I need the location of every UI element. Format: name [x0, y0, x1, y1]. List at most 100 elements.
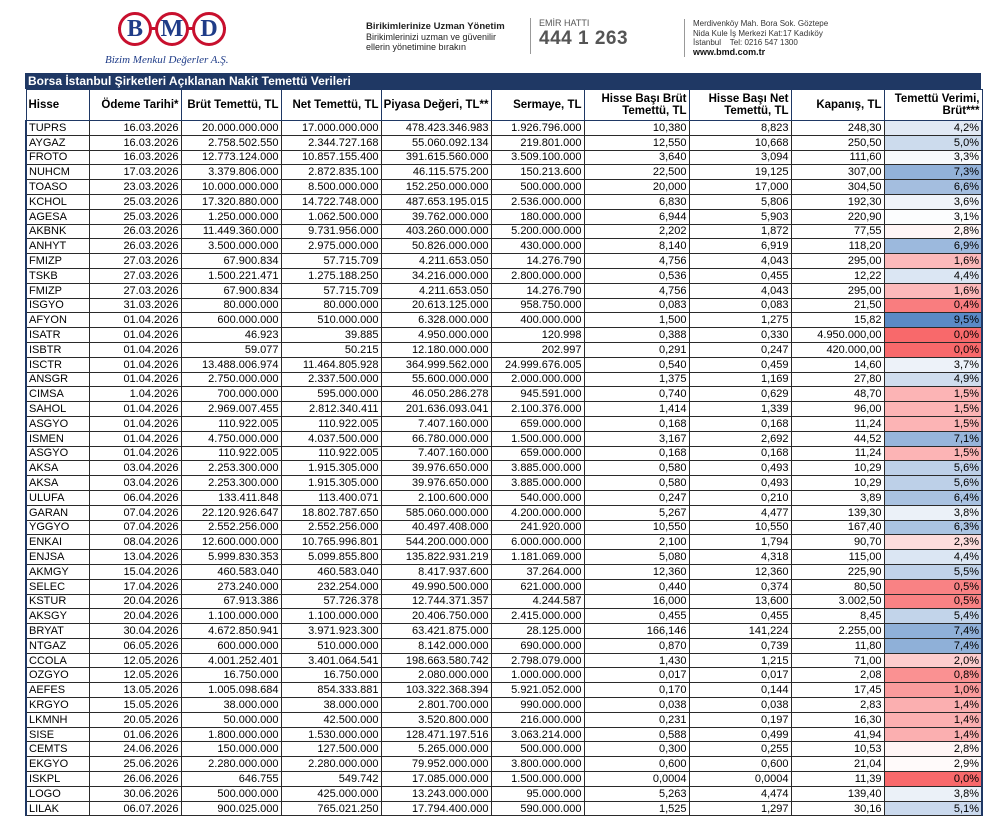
data-cell: 7,1% — [883, 430, 983, 447]
data-cell: 118,20 — [790, 238, 885, 255]
data-cell: 37.264.000 — [490, 563, 585, 580]
table-row: TOASO 23.03.2026 10.000.000.000 8.500.000.0… — [25, 179, 983, 195]
table-row: SELEC 17.04.2026 273.240.000 232.254.000 49.… — [25, 578, 983, 595]
data-cell: 4,756 — [583, 253, 690, 269]
data-cell: 6.000.000.000 — [490, 534, 585, 551]
data-cell: 141,224 — [688, 623, 792, 639]
data-cell: 2.344.727.168 — [280, 134, 382, 151]
table-row: ANHYT 26.03.2026 3.500.000.000 2.975.000.00… — [25, 238, 983, 255]
data-cell: 5.200.000.000 — [490, 223, 585, 240]
data-cell: 2,100 — [583, 534, 690, 551]
data-cell: 8,140 — [583, 238, 690, 255]
table: Hisse Ödeme Tarihi* Brüt Temettü, TL Net Te… — [25, 89, 983, 817]
data-cell: 01.04.2026 — [88, 371, 182, 388]
ticker-cell: ISGYO — [25, 297, 90, 314]
ticker-cell: LKMNH — [25, 711, 90, 728]
data-cell: 42.500.000 — [280, 711, 382, 728]
ticker-cell: KCHOL — [25, 193, 90, 210]
data-cell: 1,275 — [688, 312, 792, 329]
data-cell: 77,55 — [790, 223, 885, 240]
data-cell: 46.115.575.200 — [380, 164, 492, 181]
data-cell: 11,80 — [790, 637, 885, 654]
data-cell: 07.04.2026 — [88, 504, 182, 521]
data-cell: 46.050.286.278 — [380, 386, 492, 403]
ticker-cell: OZGYO — [25, 667, 90, 684]
data-cell: 403.260.000.000 — [380, 223, 492, 240]
data-cell: 7,4% — [883, 637, 983, 654]
data-cell: 0,144 — [688, 682, 792, 699]
data-cell: 16,30 — [790, 711, 885, 728]
table-row: AEFES 13.05.2026 1.005.098.684 854.333.881 1… — [25, 682, 983, 699]
data-cell: 17,45 — [790, 682, 885, 699]
data-cell: 0,459 — [688, 356, 792, 373]
data-cell: 20.04.2026 — [88, 608, 182, 625]
data-cell: 5,5% — [883, 563, 983, 580]
ticker-cell: ISMEN — [25, 430, 90, 447]
data-cell: 219.801.000 — [490, 134, 585, 151]
data-cell: 1,375 — [583, 371, 690, 388]
data-cell: 646.755 — [180, 771, 282, 787]
data-cell: 2,0% — [883, 652, 983, 669]
data-cell: 198.663.580.742 — [380, 652, 492, 669]
company-name: Bizim Menkul Değerler A.Ş. — [105, 54, 229, 66]
data-cell: 27.03.2026 — [88, 253, 182, 269]
data-cell: 6,830 — [583, 193, 690, 210]
data-cell: 4.037.500.000 — [280, 430, 382, 447]
data-cell: 50.826.000.000 — [380, 238, 492, 255]
data-cell: 13.04.2026 — [88, 549, 182, 565]
data-cell: 2.100.600.000 — [380, 489, 492, 506]
data-cell: 10,380 — [583, 120, 690, 136]
data-cell: 39.976.650.000 — [380, 475, 492, 491]
data-cell: 0,038 — [688, 697, 792, 713]
data-cell: 0,017 — [688, 667, 792, 684]
data-cell: 5,6% — [883, 460, 983, 477]
data-cell: 1,6% — [883, 253, 983, 269]
data-cell: 510.000.000 — [280, 637, 382, 654]
ticker-cell: ANSGR — [25, 371, 90, 388]
data-cell: 67.900.834 — [180, 282, 282, 299]
data-cell: 79.952.000.000 — [380, 756, 492, 773]
data-cell: 2,08 — [790, 667, 885, 684]
ticker-cell: ULUFA — [25, 489, 90, 506]
data-cell: 1.926.796.000 — [490, 120, 585, 136]
table-row: CEMTS 24.06.2026 150.000.000 127.500.000 5.2… — [25, 741, 983, 758]
data-cell: 17.794.400.000 — [380, 800, 492, 817]
data-cell: 0,536 — [583, 267, 690, 284]
ticker-cell: ISATR — [25, 327, 90, 343]
ticker-cell: TSKB — [25, 267, 90, 284]
data-cell: 3,6% — [883, 193, 983, 210]
data-cell: 11.464.805.928 — [280, 356, 382, 373]
data-cell: 2,83 — [790, 697, 885, 713]
table-row: TUPRS 16.03.2026 20.000.000.000 17.000.000.… — [25, 120, 983, 136]
data-cell: 25.03.2026 — [88, 193, 182, 210]
data-cell: 10,668 — [688, 134, 792, 151]
data-cell: 6,3% — [883, 519, 983, 536]
data-cell: 7.407.160.000 — [380, 415, 492, 432]
data-cell: 10,550 — [688, 519, 792, 536]
data-cell: 250,50 — [790, 134, 885, 151]
data-cell: 57.715.709 — [280, 282, 382, 299]
data-cell: 2,8% — [883, 741, 983, 758]
ticker-cell: CIMSA — [25, 386, 90, 403]
slogan-line: ellerin yönetimine bırakın — [366, 42, 467, 52]
data-cell: 12.773.124.000 — [180, 149, 282, 166]
data-cell: 133.411.848 — [180, 489, 282, 506]
data-cell: 10,29 — [790, 460, 885, 477]
data-cell: 3,094 — [688, 149, 792, 166]
data-cell: 1.500.221.471 — [180, 267, 282, 284]
data-cell: 700.000.000 — [180, 386, 282, 403]
data-cell: 5,4% — [883, 608, 983, 625]
table-row: KSTUR 20.04.2026 67.913.386 57.726.378 12.74… — [25, 593, 983, 610]
data-cell: 12,22 — [790, 267, 885, 284]
ticker-cell: AKSA — [25, 460, 90, 477]
data-cell: 3.800.000.000 — [490, 756, 585, 773]
ticker-cell: YGGYO — [25, 519, 90, 536]
ticker-cell: LILAK — [25, 800, 90, 817]
data-cell: 6,919 — [688, 238, 792, 255]
data-cell: 13.488.006.974 — [180, 356, 282, 373]
table-row: KRGYO 15.05.2026 38.000.000 38.000.000 2.801… — [25, 697, 983, 713]
data-cell: 391.615.560.000 — [380, 149, 492, 166]
table-row: AGESA 25.03.2026 1.250.000.000 1.062.500.00… — [25, 208, 983, 225]
table-row: FROTO 16.03.2026 12.773.124.000 10.857.155.… — [25, 149, 983, 166]
data-cell: 01.06.2026 — [88, 726, 182, 743]
